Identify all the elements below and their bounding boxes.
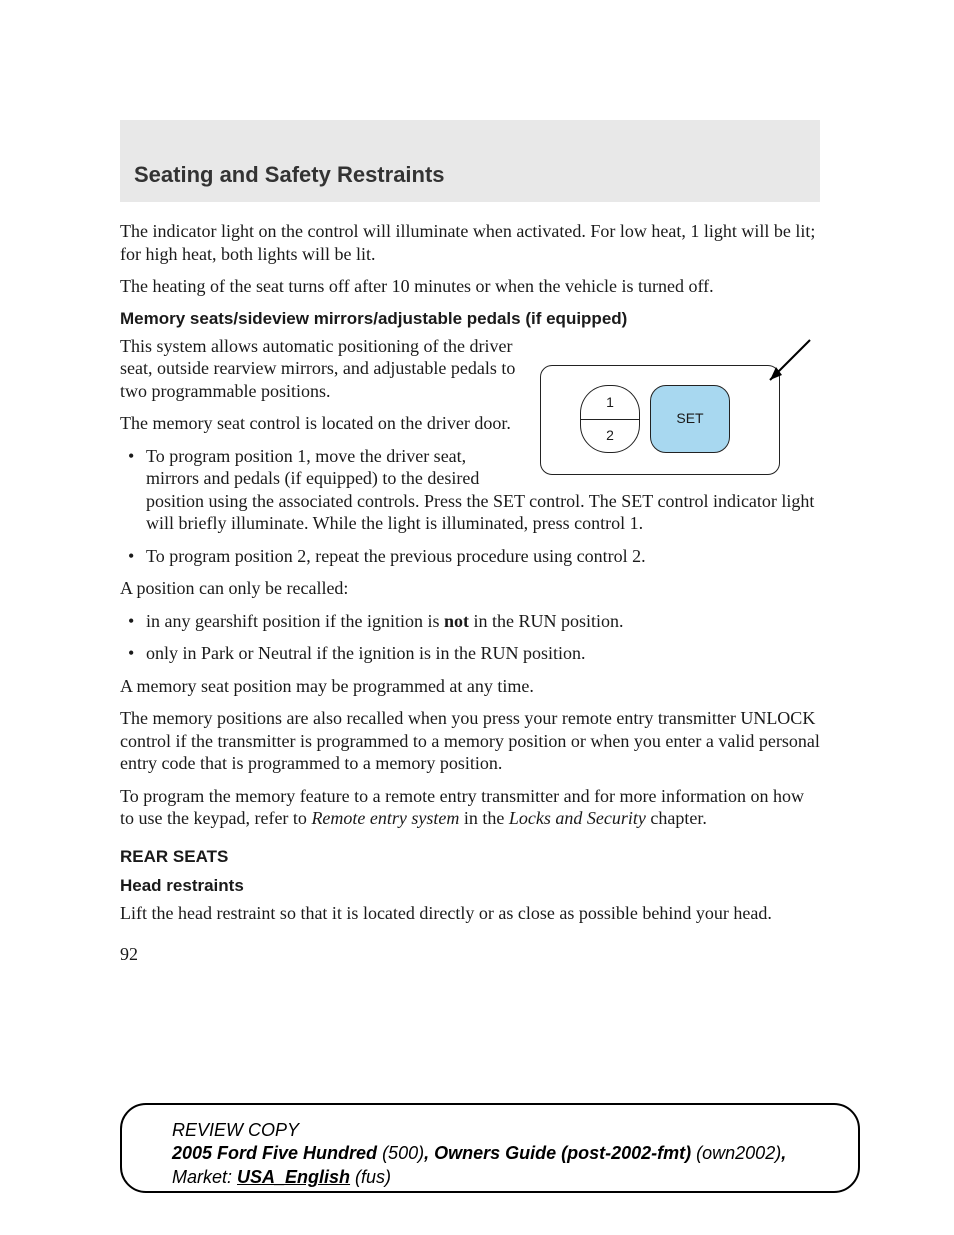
text-run: in the: [459, 808, 509, 828]
text-run: in any gearshift position if the ignitio…: [146, 611, 444, 631]
float-section: 1 2 SET This system allows automatic pos…: [120, 335, 820, 578]
paragraph: Lift the head restraint so that it is lo…: [120, 902, 820, 925]
paragraph: The indicator light on the control will …: [120, 220, 820, 265]
footer-line-3: Market: USA_English (fus): [172, 1166, 858, 1189]
page-number: 92: [120, 943, 820, 966]
subheading: Memory seats/sideview mirrors/adjustable…: [120, 308, 820, 329]
section-header: Seating and Safety Restraints: [120, 120, 820, 202]
footer-bold-italic: 2005 Ford Five Hundred: [172, 1143, 382, 1163]
paragraph: To program the memory feature to a remot…: [120, 785, 820, 830]
bold-text: not: [444, 611, 469, 631]
pointer-arrow-icon: [750, 335, 820, 395]
footer-italic: (500): [382, 1143, 424, 1163]
memory-button-1: 1: [580, 385, 640, 419]
paragraph: The memory positions are also recalled w…: [120, 707, 820, 775]
paragraph: The heating of the seat turns off after …: [120, 275, 820, 298]
italic-text: Locks and Security: [509, 808, 646, 828]
list-item: in any gearshift position if the ignitio…: [120, 610, 820, 633]
button-label: 2: [606, 427, 614, 445]
button-label: 1: [606, 394, 614, 412]
footer-line-2: 2005 Ford Five Hundred (500), Owners Gui…: [172, 1142, 858, 1165]
page-content: The indicator light on the control will …: [120, 220, 820, 965]
footer-bold-italic-underline: USA_English: [237, 1167, 350, 1187]
footer-bold-italic: , Owners Guide (post-2002-fmt): [424, 1143, 696, 1163]
text-run: in the RUN position.: [469, 611, 624, 631]
list-item: To program position 1, move the driver s…: [120, 445, 820, 535]
bullet-list: To program position 1, move the driver s…: [120, 445, 820, 568]
footer-italic: (fus): [350, 1167, 391, 1187]
paragraph: A memory seat position may be programmed…: [120, 675, 820, 698]
subheading: Head restraints: [120, 875, 820, 896]
section-title: Seating and Safety Restraints: [134, 162, 445, 188]
paragraph: A position can only be recalled:: [120, 577, 820, 600]
footer-review-copy: REVIEW COPY: [172, 1119, 858, 1142]
list-item: only in Park or Neutral if the ignition …: [120, 642, 820, 665]
footer-italic: (own2002): [696, 1143, 781, 1163]
button-label: SET: [676, 410, 703, 428]
text-run: chapter.: [646, 808, 707, 828]
footer-bold-italic: ,: [781, 1143, 786, 1163]
italic-text: Remote entry system: [311, 808, 459, 828]
subheading-caps: REAR SEATS: [120, 846, 820, 867]
footer-metadata-box: REVIEW COPY 2005 Ford Five Hundred (500)…: [120, 1103, 860, 1193]
bullet-list: in any gearshift position if the ignitio…: [120, 610, 820, 665]
number-buttons: 1 2: [580, 385, 640, 453]
buttons-group: 1 2 SET: [580, 385, 740, 453]
set-button: SET: [650, 385, 730, 453]
list-item: To program position 2, repeat the previo…: [120, 545, 820, 568]
footer-italic: Market:: [172, 1167, 237, 1187]
